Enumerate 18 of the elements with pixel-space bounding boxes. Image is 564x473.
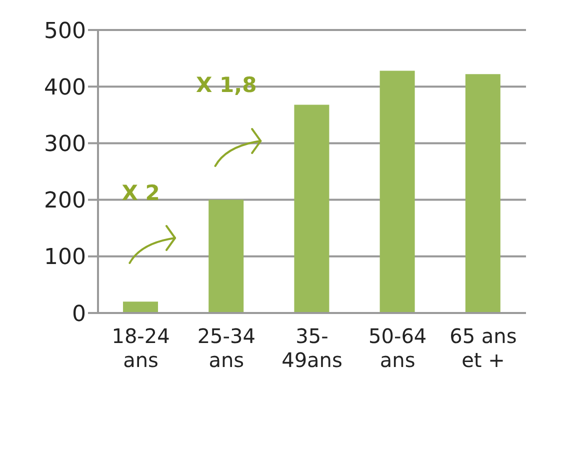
bar bbox=[465, 74, 500, 313]
y-tick-label: 300 bbox=[44, 132, 86, 158]
y-tick-label: 400 bbox=[44, 75, 86, 100]
bar bbox=[294, 104, 330, 313]
annotation: X 1,8 bbox=[196, 73, 257, 97]
bar bbox=[123, 302, 158, 313]
x-tick-label: 25-34 ans bbox=[197, 324, 256, 372]
x-tick-label: 35- 49ans bbox=[282, 324, 342, 372]
x-tick-label: 18-24 ans bbox=[112, 324, 170, 372]
bar bbox=[208, 200, 244, 313]
y-tick-label: 100 bbox=[44, 245, 86, 270]
y-tick-label: 0 bbox=[72, 302, 86, 327]
y-tick-label: 500 bbox=[44, 18, 86, 44]
x-tick-label: 65 ans et + bbox=[450, 324, 517, 372]
annotation: X 2 bbox=[122, 181, 160, 205]
y-tick-label: 200 bbox=[44, 188, 86, 214]
x-tick-label: 50-64 ans bbox=[368, 324, 427, 372]
bar bbox=[380, 70, 415, 313]
